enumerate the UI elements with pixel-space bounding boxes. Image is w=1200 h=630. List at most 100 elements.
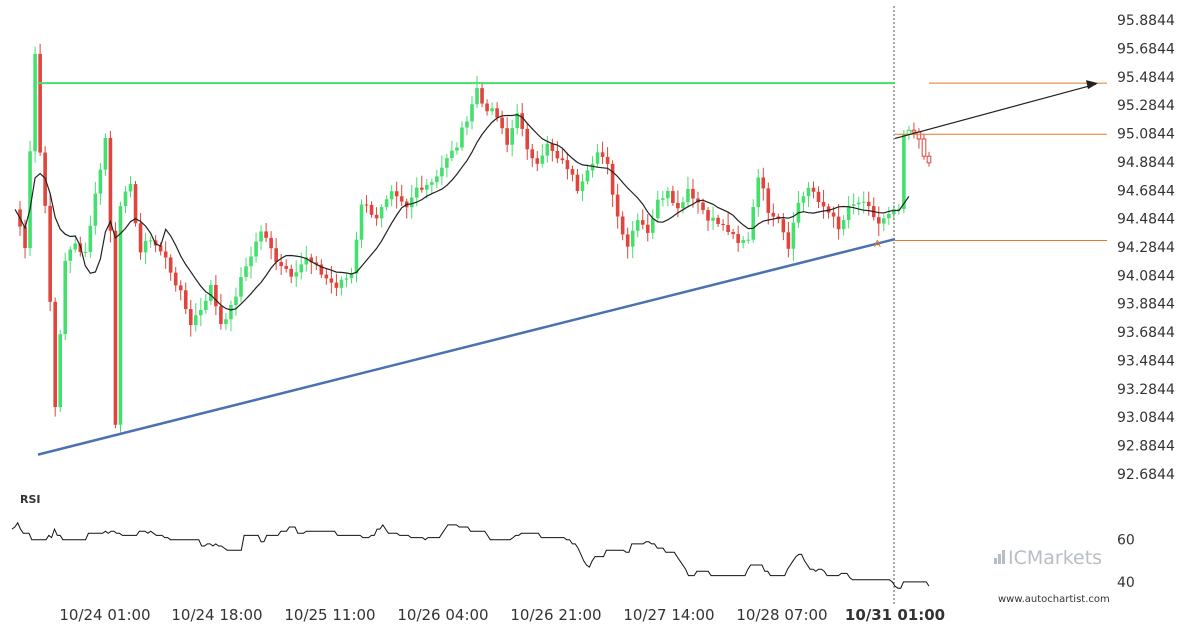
candle-body xyxy=(204,300,208,311)
candle-body xyxy=(440,167,444,177)
candle-body xyxy=(28,151,32,249)
time-tick-label: 10/26 21:00 xyxy=(510,606,601,624)
candle-body xyxy=(435,176,439,183)
candle-body xyxy=(244,266,248,277)
candle-body xyxy=(836,216,841,230)
candle-body xyxy=(103,137,108,170)
candle-body xyxy=(339,279,344,288)
candle-body xyxy=(525,128,530,150)
candle-body xyxy=(48,205,52,302)
candle-body xyxy=(224,319,228,325)
candle-body xyxy=(299,264,304,273)
candle-body xyxy=(33,53,37,152)
candle-body xyxy=(219,306,223,325)
candle-body xyxy=(615,194,620,217)
price-tick-label: 93.4844 xyxy=(1117,353,1175,369)
candle-body xyxy=(560,158,565,161)
candles xyxy=(18,43,932,433)
candle-body xyxy=(264,231,268,238)
candle-body xyxy=(430,182,434,185)
candle-body xyxy=(329,278,334,283)
time-tick-label: 10/24 01:00 xyxy=(59,606,150,624)
candle-body xyxy=(88,225,93,252)
candle-body xyxy=(610,163,615,195)
candle-body xyxy=(455,147,459,151)
candle-body xyxy=(681,202,685,209)
candle-body xyxy=(480,88,484,104)
projection-arrow-head xyxy=(1086,80,1098,90)
candle-body xyxy=(786,232,791,249)
candle-body xyxy=(841,219,846,230)
candle-body xyxy=(731,231,735,235)
candle-body xyxy=(756,177,761,207)
candle-body xyxy=(590,163,595,171)
candle-body xyxy=(916,131,922,140)
moving-average-line xyxy=(14,114,910,311)
candle-body xyxy=(234,296,238,305)
candle-body xyxy=(450,150,454,159)
candle-body xyxy=(445,158,449,168)
candle-body xyxy=(746,239,751,241)
candle-body xyxy=(630,230,635,247)
candle-body xyxy=(269,237,273,249)
candle-body xyxy=(666,190,670,199)
candle-body xyxy=(706,210,710,221)
candle-body xyxy=(866,201,871,207)
candle-body xyxy=(249,256,253,267)
candle-body xyxy=(911,129,917,133)
icmarkets-logo-text: ICMarkets xyxy=(1008,547,1102,569)
candle-body xyxy=(490,108,494,112)
candle-body xyxy=(701,202,705,211)
candle-body xyxy=(520,113,525,129)
candle-body xyxy=(736,234,740,243)
candle-body xyxy=(349,273,354,279)
price-tick-label: 95.2844 xyxy=(1117,98,1175,114)
price-tick-label: 92.6844 xyxy=(1117,467,1175,483)
candle-body xyxy=(741,240,745,243)
candle-body xyxy=(334,282,339,288)
candle-body xyxy=(98,169,103,194)
rsi-line xyxy=(11,521,930,589)
candle-body xyxy=(143,240,148,253)
candle-body xyxy=(640,220,645,225)
candle-body xyxy=(369,204,374,215)
candle-body xyxy=(550,143,555,151)
candle-body xyxy=(394,191,399,197)
candle-body xyxy=(63,260,68,335)
support-trendline xyxy=(37,237,896,456)
candle-body xyxy=(138,223,143,253)
candle-body xyxy=(193,315,198,326)
price-tick-label: 93.8844 xyxy=(1117,297,1175,313)
candle-body xyxy=(570,169,575,175)
candle-body xyxy=(861,201,866,203)
candle-body xyxy=(771,212,776,217)
candle-body xyxy=(882,218,886,224)
candle-body xyxy=(575,174,580,191)
candle-body xyxy=(168,257,173,273)
candle-body xyxy=(811,187,816,192)
candle-body xyxy=(133,184,138,224)
candle-body xyxy=(801,196,806,203)
candle-body xyxy=(906,129,912,135)
candle-body xyxy=(414,187,419,198)
candle-body xyxy=(500,117,504,129)
candle-body xyxy=(38,53,42,153)
candle-body xyxy=(384,199,389,208)
candle-body xyxy=(93,193,98,226)
candle-body xyxy=(118,206,123,425)
price-tick-label: 95.8844 xyxy=(1117,13,1175,29)
candle-body xyxy=(515,113,519,129)
candle-body xyxy=(791,222,796,249)
candle-body xyxy=(374,214,379,219)
candle-body xyxy=(921,138,927,157)
candle-body xyxy=(716,217,720,224)
candle-body xyxy=(199,310,203,316)
rsi-panel: RSI 60 40 xyxy=(11,493,1135,591)
candle-body xyxy=(821,202,826,207)
candle-body xyxy=(661,198,665,200)
rsi-label: RSI xyxy=(20,493,41,506)
candle-body xyxy=(254,241,258,257)
candle-body xyxy=(389,191,394,200)
candle-body xyxy=(635,220,640,231)
candle-body xyxy=(113,230,118,425)
